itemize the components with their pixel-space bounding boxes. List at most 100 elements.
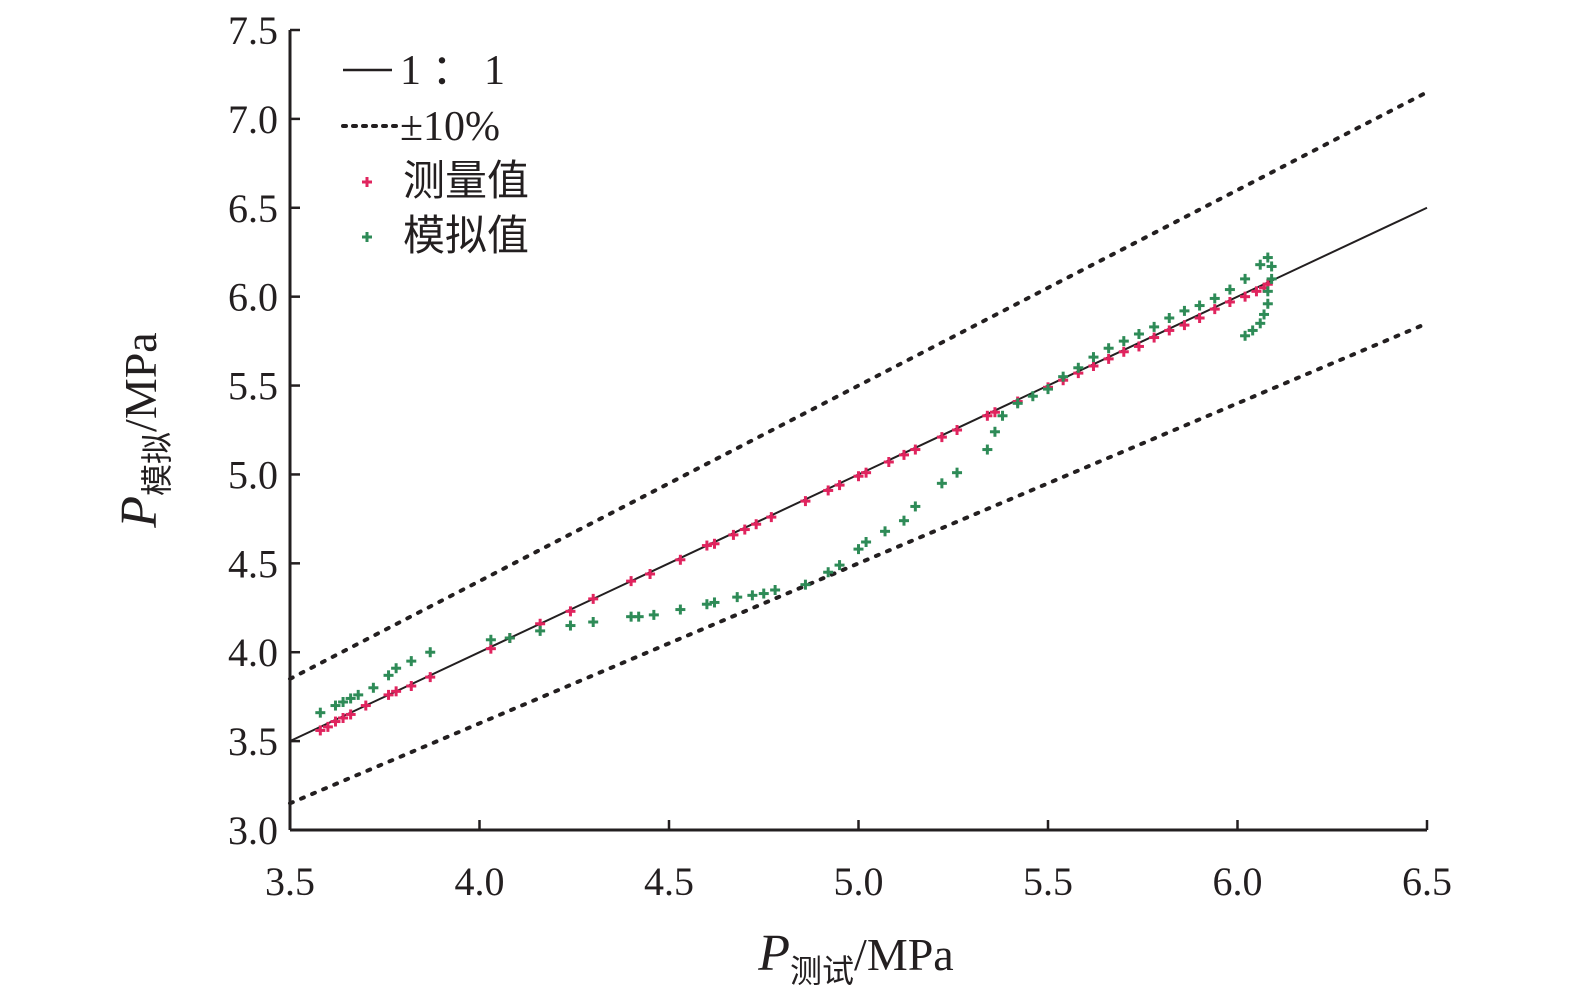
simulated-point [1266, 261, 1277, 272]
simulated-point [675, 604, 686, 615]
reference-line-upper-10 [288, 90, 1429, 681]
measured-point [338, 713, 349, 723]
measured-point [952, 425, 963, 435]
simulated-point [1118, 336, 1129, 347]
legend-entry-measured: 测量值 [362, 159, 529, 205]
simulated-point [1240, 330, 1251, 341]
measured-point [360, 700, 371, 711]
measured-point [485, 643, 496, 654]
measured-point [910, 444, 921, 455]
legend-marker-measured [362, 177, 372, 187]
simulated-point [1058, 371, 1069, 382]
legend-plus-measured [362, 177, 372, 187]
measured-point [1224, 297, 1235, 307]
simulated-point [391, 663, 402, 674]
y-axis-title-main: P [111, 496, 168, 529]
measured-point [898, 449, 909, 460]
measured-point [701, 540, 712, 551]
legend-entry-1-1: 1 ： 1 [343, 48, 505, 94]
simulated-point [936, 478, 947, 489]
x-axis-title-main: P [757, 925, 790, 982]
simulated-point [853, 544, 864, 555]
measured-point [626, 576, 637, 587]
axes-layer [288, 30, 1427, 832]
simulated-point [709, 597, 720, 608]
x-tick-label: 5.0 [834, 859, 884, 904]
measured-point [853, 471, 864, 482]
simulated-point [823, 567, 834, 578]
measured-point [645, 569, 656, 579]
y-tick-label: 6.5 [228, 186, 278, 231]
legend-plus-simulated [362, 232, 372, 242]
measured-point [425, 672, 436, 683]
simulated-point [1012, 398, 1023, 409]
measured-point [823, 485, 834, 496]
simulated-point [910, 501, 921, 512]
simulated-point [952, 467, 963, 478]
measured-point [1194, 313, 1205, 323]
x-tick-label: 4.5 [644, 859, 694, 904]
measured-point [1133, 341, 1144, 352]
simulated-point [770, 585, 781, 595]
measured-point [330, 716, 341, 727]
simulated-point [535, 625, 546, 636]
legend-entry-10-percent: ±10% [341, 104, 500, 150]
simulated-point [1255, 259, 1266, 270]
measured-point [1164, 325, 1175, 336]
simulated-point [732, 592, 743, 603]
measured-point [1251, 286, 1262, 297]
simulated-point [1262, 298, 1273, 309]
simulated-point [1240, 273, 1251, 284]
simulated-point [861, 537, 872, 547]
simulated-point [1027, 391, 1038, 402]
y-tick-label: 6.0 [228, 275, 278, 320]
simulated-point [747, 590, 758, 601]
simulated-point [989, 426, 1000, 437]
measured-point [728, 529, 739, 540]
measured-point [383, 689, 394, 700]
legend-label-simulated: 模拟值 [403, 214, 529, 260]
measured-point [345, 709, 356, 720]
simulated-point [345, 693, 356, 704]
x-axis-title-sub: 测试 [790, 953, 854, 989]
simulated-point [1103, 343, 1114, 354]
simulated-point [880, 526, 891, 537]
measured-point [1149, 332, 1160, 343]
simulated-point [1209, 293, 1220, 304]
measured-point [1088, 361, 1099, 371]
simulated-point [338, 697, 349, 707]
legend-entry-simulated: 模拟值 [362, 214, 529, 260]
y-tick-label: 3.5 [228, 719, 278, 764]
simulated-point [1073, 362, 1084, 373]
x-tick-label: 5.5 [1023, 859, 1073, 904]
y-axis-title: P模拟/MPa [111, 332, 175, 528]
legend-marker-simulated [362, 232, 372, 242]
measured-point [565, 606, 576, 617]
y-axis-title-unit: /MPa [115, 332, 166, 432]
measured-point [751, 519, 762, 530]
y-tick-label: 3.0 [228, 808, 278, 853]
measured-point [709, 538, 720, 549]
measured-point [315, 725, 326, 736]
simulated-point [1088, 352, 1099, 363]
measured-point [800, 496, 811, 507]
simulated-point [353, 689, 364, 700]
measured-point [1240, 291, 1251, 302]
simulated-point [701, 599, 712, 610]
measured-point [406, 681, 417, 691]
measured-point [391, 686, 402, 697]
legend-label-measured: 测量值 [403, 159, 529, 205]
simulated-point [330, 700, 341, 711]
simulated-point [648, 609, 659, 620]
measured-point [1179, 320, 1190, 331]
simulated-point [425, 647, 436, 658]
measured-point [739, 524, 750, 535]
measured-point [883, 457, 894, 467]
simulated-point [834, 560, 845, 571]
simulated-point [1194, 300, 1205, 311]
y-tick-label: 4.5 [228, 541, 278, 586]
measured-point [675, 554, 686, 565]
simulated-point [800, 579, 811, 590]
simulated-point [1149, 321, 1160, 332]
simulated-point [1247, 325, 1258, 336]
